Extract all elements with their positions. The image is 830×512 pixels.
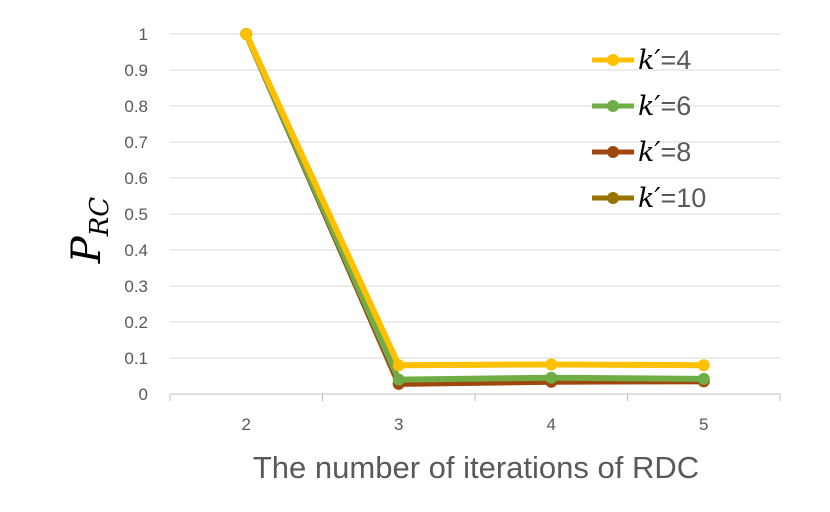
- legend-label: k′=8: [638, 137, 691, 168]
- x-tick-label: 3: [394, 415, 403, 434]
- data-point: [545, 371, 558, 384]
- y-tick-label: 0.9: [124, 61, 148, 80]
- y-tick-label: 0.4: [124, 241, 148, 260]
- series-line: [243, 31, 707, 387]
- y-axis-label: PRC: [64, 197, 115, 264]
- legend-label: k′=4: [638, 45, 691, 76]
- legend: k′=4 k′=6 k′=8 k′=10: [592, 45, 706, 214]
- legend-label: k′=6: [638, 91, 691, 122]
- legend-swatch-marker: [607, 54, 619, 66]
- y-tick-label: 0.3: [124, 277, 148, 296]
- series-lines: [240, 28, 710, 390]
- y-tick-label: 0.7: [124, 133, 148, 152]
- data-point: [697, 359, 710, 372]
- series-line: [243, 31, 707, 369]
- x-tick-label: 4: [547, 415, 556, 434]
- series-line: [243, 31, 707, 387]
- axes: 0 0.1 0.2 0.3 0.4 0.5 0.6 0.7 0.8 0.9 1 2 3 4 5: [124, 25, 781, 434]
- series-line: [243, 31, 707, 383]
- y-tick-label: 0.2: [124, 313, 148, 332]
- x-tick-label: 5: [699, 415, 708, 434]
- legend-swatch-marker: [607, 192, 619, 204]
- y-tick-label: 1: [139, 25, 148, 44]
- data-point: [545, 358, 558, 371]
- legend-label: k′=10: [638, 183, 706, 214]
- y-tick-label: 0.6: [124, 169, 148, 188]
- x-tick-label: 2: [242, 415, 251, 434]
- legend-swatch-marker: [607, 100, 619, 112]
- y-tick-label: 0.8: [124, 97, 148, 116]
- data-point: [697, 372, 710, 385]
- y-tick-label: 0.1: [124, 349, 148, 368]
- data-point: [392, 359, 405, 372]
- x-axis-label: The number of iterations of RDC: [253, 450, 699, 485]
- data-point: [240, 28, 253, 40]
- legend-swatch-marker: [607, 146, 619, 158]
- y-tick-label: 0: [139, 385, 148, 404]
- y-tick-label: 0.5: [124, 205, 148, 224]
- gridlines: [170, 33, 780, 359]
- data-point: [392, 373, 405, 386]
- y-axis-label-main: P: [64, 235, 110, 264]
- y-axis-label-subscript: RC: [85, 197, 115, 238]
